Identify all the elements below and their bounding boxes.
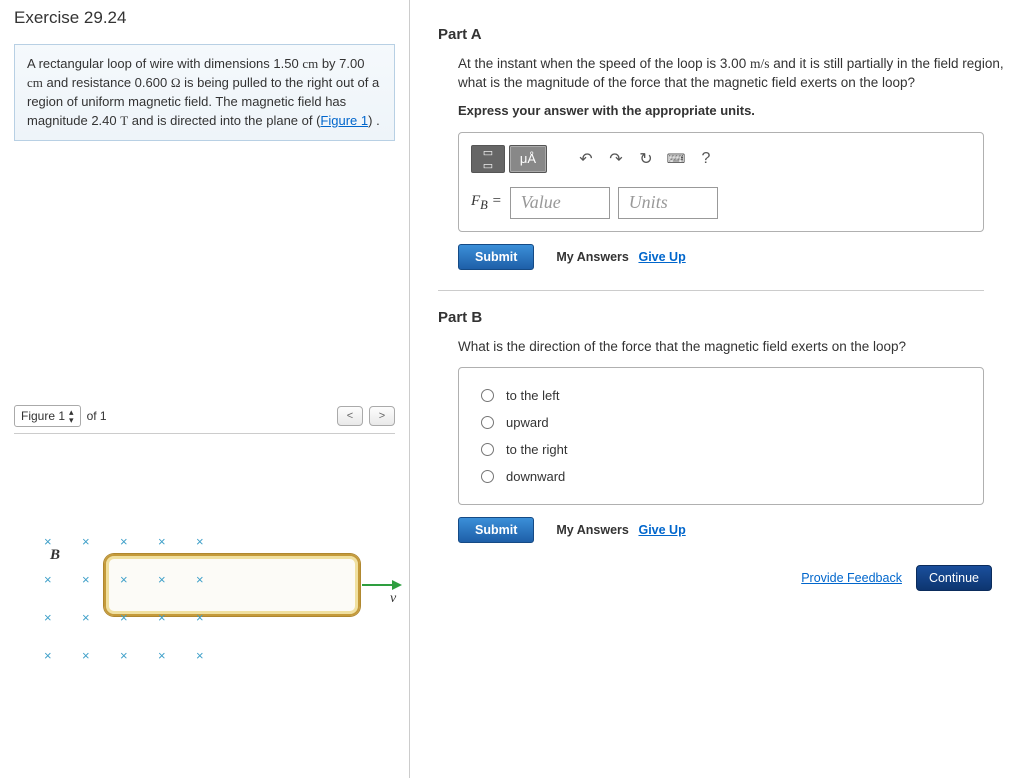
choice-radio[interactable] — [481, 389, 494, 402]
field-x-icon: × — [158, 610, 166, 625]
choice-radio[interactable] — [481, 470, 494, 483]
velocity-arrow-icon — [362, 579, 402, 591]
choice-label: upward — [506, 415, 549, 430]
field-x-icon: × — [196, 648, 204, 663]
field-x-icon: × — [158, 534, 166, 549]
part-b-question: What is the direction of the force that … — [458, 338, 1004, 357]
figure-link[interactable]: Figure 1 — [320, 113, 368, 128]
continue-button[interactable]: Continue — [916, 565, 992, 591]
undo-icon[interactable]: ↶ — [573, 146, 599, 172]
part-b-title: Part B — [438, 309, 1004, 326]
field-x-icon: × — [44, 534, 52, 549]
part-a-title: Part A — [438, 26, 1004, 43]
exercise-title: Exercise 29.24 — [14, 8, 395, 28]
field-x-icon: × — [120, 610, 128, 625]
choice-row[interactable]: to the right — [477, 436, 965, 463]
part-a-question: At the instant when the speed of the loo… — [458, 55, 1004, 93]
choice-radio[interactable] — [481, 443, 494, 456]
choice-row[interactable]: upward — [477, 409, 965, 436]
field-x-icon: × — [44, 648, 52, 663]
figure-selector[interactable]: Figure 1 ▴▾ — [14, 405, 81, 427]
part-a-give-up-link[interactable]: Give Up — [638, 250, 685, 264]
choice-row[interactable]: to the left — [477, 382, 965, 409]
part-b-submit-row: Submit My Answers Give Up — [458, 517, 984, 543]
field-x-icon: × — [158, 648, 166, 663]
figure-toolbar: Figure 1 ▴▾ of 1 < > — [14, 401, 395, 431]
answer-toolbar: ▭▭ μÅ ↶ ↷ ↻ ⌨ ? — [471, 145, 971, 173]
figure-next-button[interactable]: > — [369, 406, 395, 426]
choice-label: to the left — [506, 388, 559, 403]
redo-icon[interactable]: ↷ — [603, 146, 629, 172]
separator — [438, 290, 984, 291]
units-tool-button[interactable]: μÅ — [509, 145, 547, 173]
figure-selector-label: Figure 1 — [21, 409, 65, 423]
part-a-submit-row: Submit My Answers Give Up — [458, 244, 984, 270]
part-b-give-up-link[interactable]: Give Up — [638, 523, 685, 537]
field-x-icon: × — [196, 610, 204, 625]
dropdown-arrows-icon: ▴▾ — [69, 408, 74, 424]
field-x-icon: × — [196, 534, 204, 549]
b-vector-label: B — [50, 547, 60, 564]
field-x-icon: × — [44, 572, 52, 587]
field-x-icon: × — [196, 572, 204, 587]
provide-feedback-link[interactable]: Provide Feedback — [801, 571, 902, 585]
field-x-icon: × — [82, 572, 90, 587]
field-x-icon: × — [82, 534, 90, 549]
figure-of-text: of 1 — [87, 409, 107, 423]
answer-input-row: FB = Value Units — [471, 187, 971, 219]
footer-row: Provide Feedback Continue — [438, 563, 1004, 591]
units-input[interactable]: Units — [618, 187, 718, 219]
part-a-my-answers: My Answers — [556, 250, 628, 264]
field-x-icon: × — [120, 648, 128, 663]
figure-canvas: B v × × × × × × × × × × × × × × × × × × × × — [14, 433, 395, 753]
part-b-choices: to the left upward to the right downward — [458, 367, 984, 505]
part-a-submit-button[interactable]: Submit — [458, 244, 534, 270]
problem-statement: A rectangular loop of wire with dimensio… — [14, 44, 395, 141]
field-x-icon: × — [82, 648, 90, 663]
field-x-icon: × — [120, 572, 128, 587]
field-x-icon: × — [120, 534, 128, 549]
keyboard-icon[interactable]: ⌨ — [663, 146, 689, 172]
help-icon[interactable]: ? — [693, 146, 719, 172]
field-x-icon: × — [82, 610, 90, 625]
wire-loop — [104, 554, 360, 616]
part-b-submit-button[interactable]: Submit — [458, 517, 534, 543]
choice-label: downward — [506, 469, 565, 484]
reset-icon[interactable]: ↻ — [633, 146, 659, 172]
part-b-my-answers: My Answers — [556, 523, 628, 537]
variable-label: FB = — [471, 193, 502, 213]
choice-radio[interactable] — [481, 416, 494, 429]
value-input[interactable]: Value — [510, 187, 610, 219]
left-column: Exercise 29.24 A rectangular loop of wir… — [0, 0, 410, 778]
right-column: Part A At the instant when the speed of … — [410, 0, 1024, 778]
field-x-icon: × — [158, 572, 166, 587]
choice-row[interactable]: downward — [477, 463, 965, 490]
part-a-instruction: Express your answer with the appropriate… — [458, 103, 1004, 118]
velocity-label: v — [390, 591, 396, 607]
fraction-tool-icon[interactable]: ▭▭ — [471, 145, 505, 173]
figure-prev-button[interactable]: < — [337, 406, 363, 426]
part-a-answer-box: ▭▭ μÅ ↶ ↷ ↻ ⌨ ? FB = Value Units — [458, 132, 984, 232]
field-x-icon: × — [44, 610, 52, 625]
choice-label: to the right — [506, 442, 567, 457]
